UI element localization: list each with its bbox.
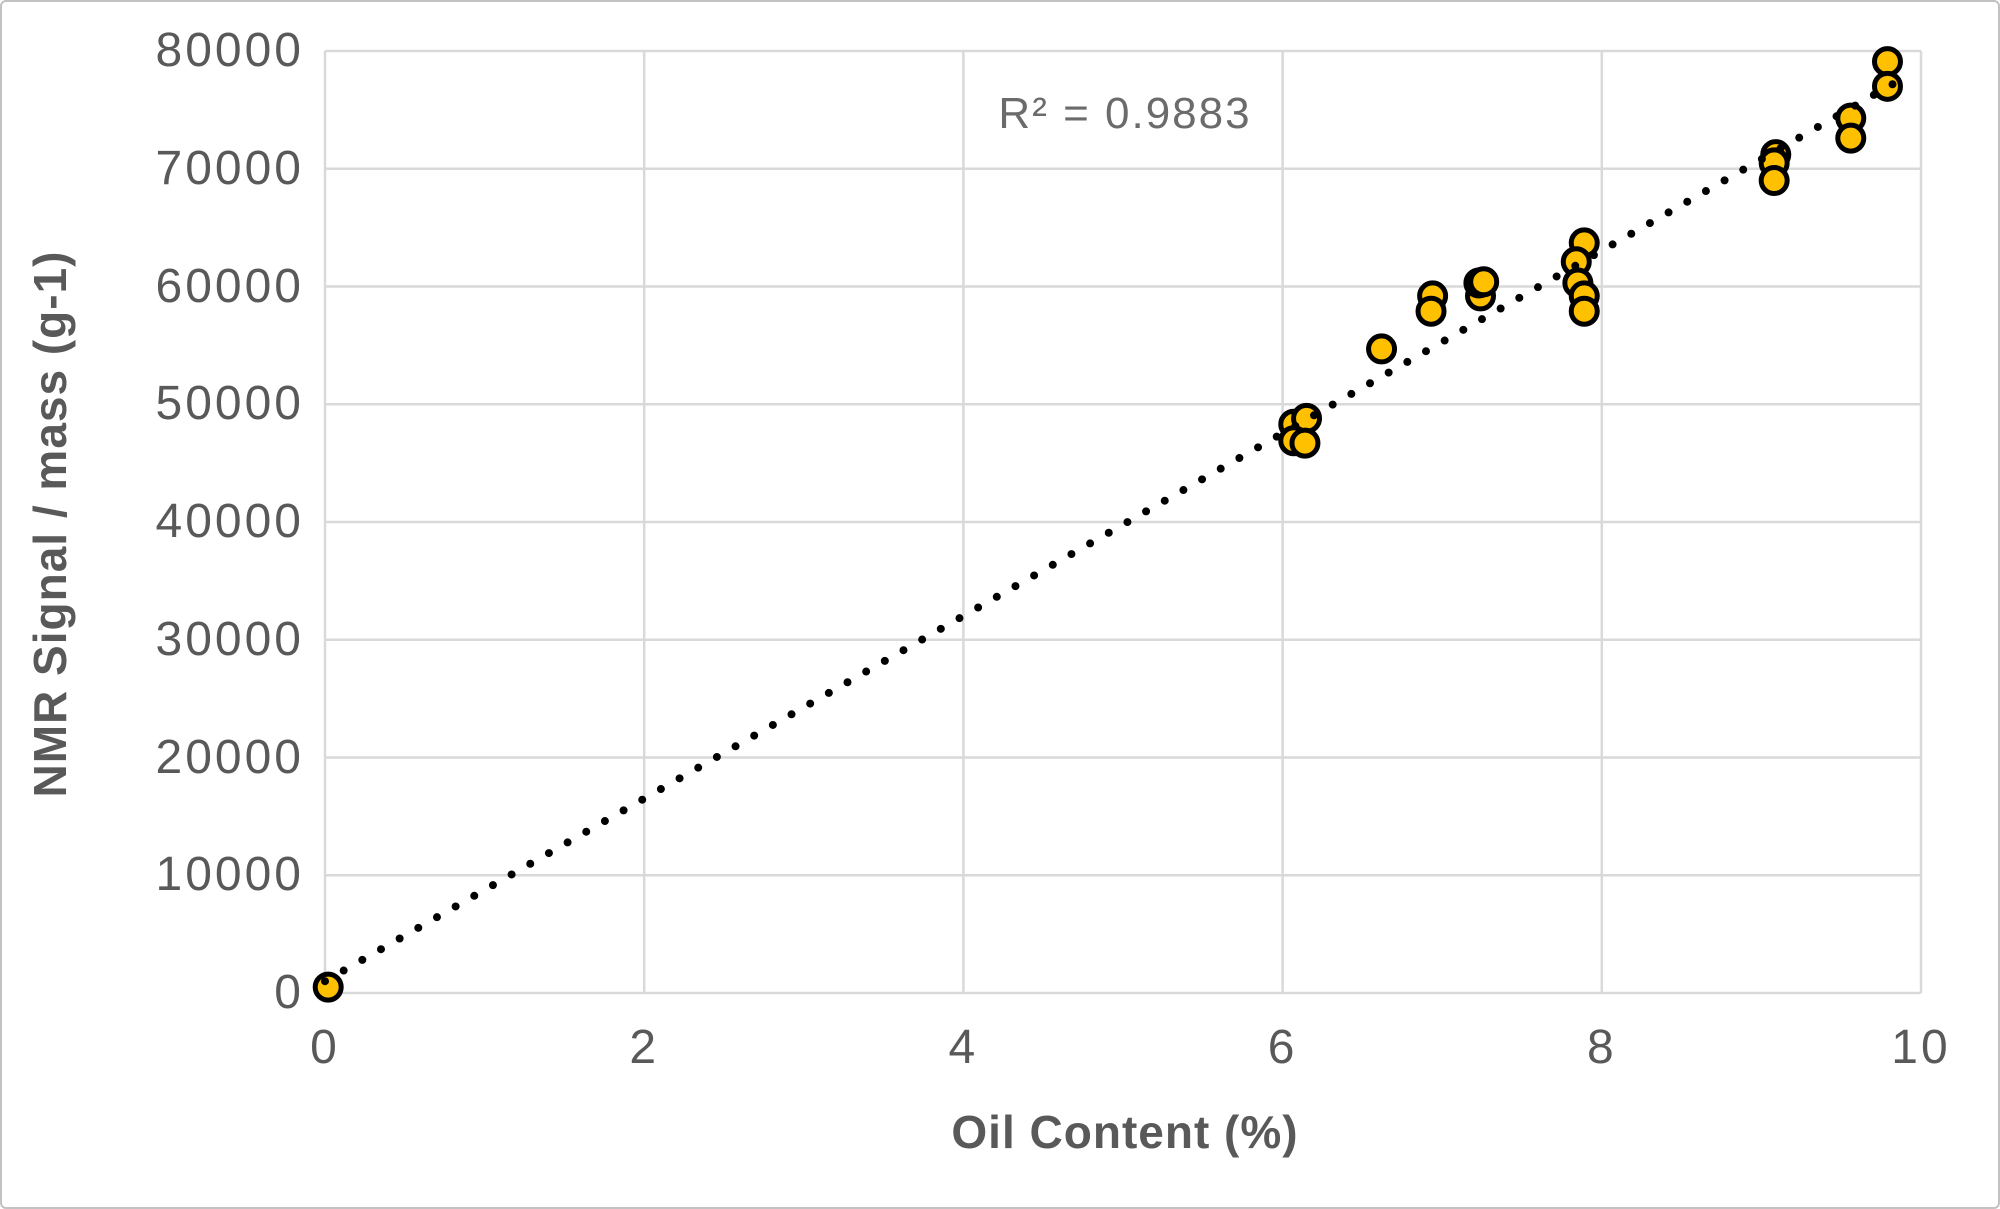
y-tick-label: 50000: [155, 377, 304, 431]
y-tick-label: 60000: [155, 259, 304, 313]
r-squared-annotation: R² = 0.9883: [998, 89, 1252, 138]
data-point[interactable]: [1835, 122, 1867, 154]
x-axis-title: Oil Content (%): [951, 1106, 1299, 1158]
data-point[interactable]: [312, 971, 344, 1003]
x-tick-label: 0: [310, 1021, 340, 1074]
data-point[interactable]: [1468, 266, 1500, 298]
x-tick-label: 10: [1891, 1021, 1951, 1074]
y-tick-label: 80000: [155, 24, 304, 77]
y-axis-title: NMR Signal / mass (g-1): [24, 250, 76, 798]
data-point[interactable]: [1871, 70, 1903, 102]
y-tick-label: 20000: [155, 730, 304, 784]
y-tick-label: 30000: [155, 612, 304, 666]
y-tick-label: 10000: [155, 848, 304, 902]
data-point[interactable]: [1568, 295, 1600, 327]
trendline[interactable]: [321, 77, 1902, 986]
x-tick-label: 2: [629, 1021, 660, 1074]
y-tick-label: 0: [274, 966, 304, 1019]
data-point[interactable]: [1366, 333, 1398, 365]
x-tick-label: 4: [948, 1021, 979, 1074]
x-tick-label: 8: [1586, 1021, 1617, 1074]
data-point[interactable]: [1758, 165, 1790, 197]
data-point[interactable]: [1289, 427, 1321, 459]
data-point[interactable]: [1415, 295, 1447, 327]
y-tick-label: 70000: [155, 141, 304, 195]
data-point[interactable]: [1871, 46, 1903, 78]
y-tick-label: 40000: [155, 495, 304, 548]
x-tick-label: 6: [1267, 1021, 1298, 1074]
